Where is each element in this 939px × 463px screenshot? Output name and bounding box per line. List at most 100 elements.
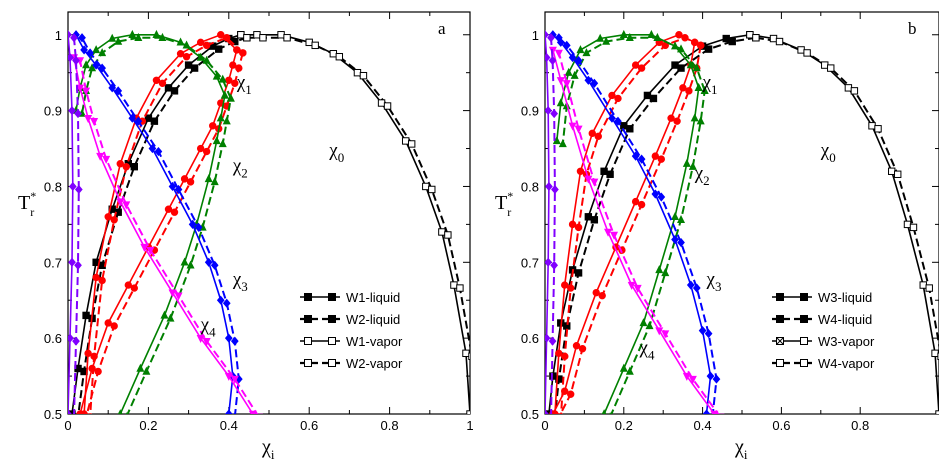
x-axis-title-sub: i (271, 447, 275, 462)
series-point (82, 311, 90, 320)
x-axis-title: χi (734, 436, 748, 462)
series-point (631, 197, 640, 206)
series-point-dashed (283, 34, 291, 42)
series-point (888, 167, 896, 175)
legend-marker (776, 293, 784, 301)
series-point (92, 60, 100, 70)
series-point (80, 45, 88, 55)
series-point-dashed (562, 80, 571, 89)
series-point-dashed (186, 178, 195, 186)
series-line-solid (75, 34, 226, 111)
series-point (82, 60, 91, 69)
series-point (561, 281, 569, 289)
series-point-dashed (554, 49, 563, 58)
series-point (68, 52, 74, 63)
series-point (620, 122, 628, 130)
x-axis-title: χi (261, 436, 275, 462)
y-tick-label: 0.8 (44, 179, 62, 194)
series-point-dashed (226, 93, 235, 102)
series-line-solid (552, 42, 696, 414)
legend-entry: W3-vapor (818, 334, 875, 349)
series-point (305, 38, 313, 47)
series-line-dashed (79, 60, 259, 414)
series-point (679, 84, 687, 92)
series-line-dashed (610, 90, 706, 414)
series-point (108, 33, 117, 42)
curve-label-2-sub: 2 (241, 165, 248, 180)
series-point-dashed (98, 276, 106, 285)
series-point-dashed (114, 86, 123, 96)
series-point (655, 265, 664, 274)
series-point-dashed (653, 32, 662, 41)
curve-label-1-sub: 1 (245, 82, 252, 97)
series-point-dashed (602, 36, 611, 45)
series-point-dashed (582, 48, 591, 57)
series-point (903, 220, 912, 229)
series-point (592, 288, 600, 297)
series-point (600, 167, 608, 175)
series-point (68, 333, 74, 343)
series-point (277, 31, 285, 39)
legend-marker (304, 315, 312, 323)
legend-marker (776, 359, 784, 367)
series-point-dashed (182, 40, 191, 49)
curve-label-4-sub: 4 (209, 325, 216, 340)
series-point-dashed (383, 102, 392, 110)
curves (545, 29, 939, 414)
series-point (545, 409, 549, 414)
series-point (212, 136, 221, 145)
series-point-dashed (548, 55, 557, 66)
legend-entry: W4-vapor (818, 356, 875, 371)
series-point (572, 342, 581, 350)
legend-marker (328, 359, 336, 367)
series-point (204, 174, 213, 183)
series-point-dashed (894, 170, 902, 178)
series-line-dashed (559, 45, 702, 414)
series-line-solid (603, 87, 700, 414)
series-point (84, 114, 93, 124)
series-point-dashed (170, 87, 179, 95)
series-point-dashed (610, 231, 619, 240)
series-point (233, 46, 241, 54)
series-point-dashed (230, 375, 239, 384)
series-line-solid (552, 49, 716, 414)
series-point-dashed (78, 33, 86, 43)
y-tick-label: 0.6 (44, 331, 62, 346)
series-point-dashed (243, 34, 251, 42)
series-point (627, 281, 636, 290)
series-point-dashed (716, 413, 725, 414)
series-point-dashed (83, 413, 89, 414)
legend-marker (800, 337, 808, 345)
series-point-dashed (874, 125, 882, 133)
series-point (576, 167, 585, 175)
legend-marker (304, 359, 312, 367)
series-point (225, 76, 233, 84)
y-axis-title: T* r (495, 189, 513, 219)
series-point-dashed (87, 413, 93, 414)
series-point-dashed (685, 87, 693, 95)
series-line-solid (119, 95, 226, 414)
series-point-dashed (218, 139, 227, 148)
series-point-dashed (98, 48, 107, 57)
y-axis-title-sub: r (30, 205, 34, 219)
series-point (690, 113, 699, 122)
y-tick-label: 0.9 (521, 104, 539, 119)
series-point (555, 349, 563, 358)
series-point (136, 363, 145, 372)
series-line-solid (548, 34, 751, 414)
series-point (682, 372, 691, 381)
legend-marker (328, 337, 336, 345)
series-point-dashed (72, 412, 76, 414)
series-point-dashed (72, 55, 80, 66)
curve-label-3: χ3 (706, 269, 722, 294)
x-tick-label: 0 (541, 418, 548, 433)
series-point (68, 106, 76, 116)
series-point-dashed (90, 352, 98, 361)
curve-label-1-sub: 1 (711, 82, 718, 97)
legend-marker (800, 293, 808, 301)
series-point (746, 31, 754, 39)
series-point-dashed (614, 94, 622, 103)
series-line-solid (73, 57, 254, 414)
series-point (216, 113, 225, 122)
